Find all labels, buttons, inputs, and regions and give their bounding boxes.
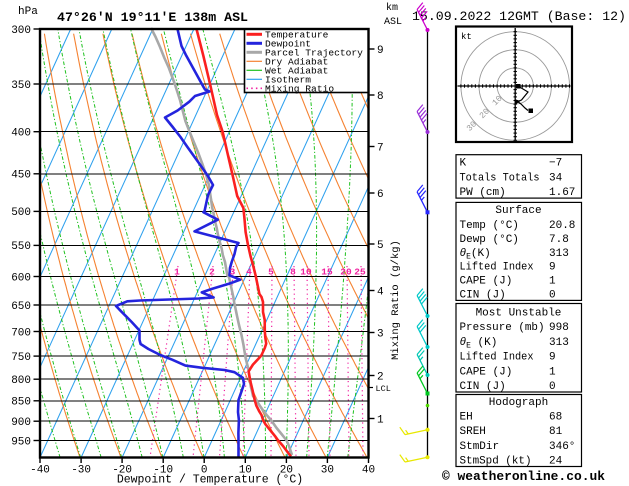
svg-text:350: 350: [11, 80, 31, 92]
svg-text:5: 5: [377, 240, 384, 252]
svg-text:Lifted Index: Lifted Index: [460, 352, 534, 364]
svg-text:8: 8: [290, 267, 296, 278]
svg-text:km: km: [386, 2, 398, 14]
svg-text:CAPE (J): CAPE (J): [460, 276, 513, 288]
svg-text:Most Unstable: Most Unstable: [476, 307, 562, 319]
svg-text:7.8: 7.8: [549, 234, 569, 246]
svg-text:0: 0: [201, 465, 208, 477]
svg-text:700: 700: [11, 327, 31, 339]
svg-text:StmSpd (kt): StmSpd (kt): [460, 456, 532, 468]
svg-text:© weatheronline.co.uk: © weatheronline.co.uk: [442, 469, 605, 484]
svg-text:9: 9: [549, 262, 556, 274]
svg-text:81: 81: [549, 426, 563, 438]
svg-text:Dewpoint: Dewpoint: [265, 39, 311, 50]
svg-text:25: 25: [354, 267, 366, 278]
svg-text:Isotherm: Isotherm: [265, 75, 311, 86]
svg-text:10: 10: [239, 465, 252, 477]
svg-text:900: 900: [11, 417, 31, 429]
svg-text:998: 998: [549, 322, 569, 334]
svg-text:Dewpoint / Temperature (°C): Dewpoint / Temperature (°C): [117, 474, 303, 486]
svg-text:EH: EH: [460, 412, 473, 424]
svg-text:1: 1: [377, 414, 384, 426]
svg-text:Temperature: Temperature: [265, 30, 329, 41]
svg-text:20: 20: [340, 267, 352, 278]
svg-text:10: 10: [300, 267, 312, 278]
svg-text:24: 24: [549, 456, 563, 468]
svg-text:3: 3: [230, 267, 236, 278]
svg-text:2: 2: [209, 267, 215, 278]
svg-text:-10: -10: [153, 465, 173, 477]
svg-text:Parcel Trajectory: Parcel Trajectory: [265, 48, 363, 59]
svg-text:Temp (°C): Temp (°C): [460, 220, 519, 232]
svg-text:68: 68: [549, 412, 562, 424]
svg-text:5: 5: [268, 267, 274, 278]
svg-text:-30: -30: [71, 465, 91, 477]
svg-text:K: K: [460, 158, 467, 170]
svg-text:1: 1: [174, 267, 180, 278]
svg-text:850: 850: [11, 397, 31, 409]
svg-text:450: 450: [11, 170, 31, 182]
svg-text:Pressure (mb): Pressure (mb): [460, 322, 545, 334]
svg-text:Mixing Ratio (g/kg): Mixing Ratio (g/kg): [390, 240, 402, 360]
svg-text:Dry Adiabat: Dry Adiabat: [265, 57, 328, 68]
svg-text:θE (K): θE (K): [460, 337, 498, 351]
svg-text:20.8: 20.8: [549, 220, 575, 232]
svg-text:950: 950: [11, 436, 31, 448]
svg-text:CIN (J): CIN (J): [460, 290, 506, 302]
svg-text:ASL: ASL: [384, 17, 402, 28]
svg-text:1: 1: [549, 366, 556, 378]
svg-text:15: 15: [321, 267, 333, 278]
svg-text:Wet Adiabat: Wet Adiabat: [265, 66, 328, 77]
svg-text:40: 40: [362, 465, 375, 477]
svg-text:7: 7: [377, 142, 384, 154]
svg-text:-40: -40: [30, 465, 50, 477]
svg-text:StmDir: StmDir: [460, 441, 500, 453]
svg-text:15.09.2022 12GMT (Base: 12): 15.09.2022 12GMT (Base: 12): [412, 10, 626, 24]
svg-text:9: 9: [377, 45, 384, 57]
svg-text:600: 600: [11, 272, 31, 284]
svg-text:47°26'N 19°11'E 138m ASL: 47°26'N 19°11'E 138m ASL: [57, 10, 248, 25]
svg-text:650: 650: [11, 301, 31, 313]
svg-text:20: 20: [280, 465, 293, 477]
svg-text:SREH: SREH: [460, 426, 486, 438]
svg-text:kt: kt: [461, 32, 472, 42]
svg-text:−7: −7: [549, 158, 562, 170]
svg-text:0: 0: [549, 290, 556, 302]
svg-text:Totals Totals: Totals Totals: [460, 172, 540, 184]
svg-text:313: 313: [549, 248, 569, 260]
svg-text:1.67: 1.67: [549, 187, 575, 199]
svg-text:LCL: LCL: [376, 384, 391, 394]
svg-text:34: 34: [549, 172, 563, 184]
svg-text:800: 800: [11, 375, 31, 387]
svg-text:Surface: Surface: [495, 205, 541, 217]
svg-text:Dewp (°C): Dewp (°C): [460, 234, 519, 246]
svg-text:3: 3: [377, 328, 384, 340]
svg-text:0: 0: [549, 381, 556, 393]
svg-text:-20: -20: [112, 465, 132, 477]
svg-text:Hodograph: Hodograph: [489, 397, 548, 409]
svg-text:θE(K): θE(K): [460, 248, 491, 261]
svg-text:PW (cm): PW (cm): [460, 187, 506, 199]
svg-text:750: 750: [11, 352, 31, 364]
svg-text:30: 30: [321, 465, 334, 477]
svg-text:hPa: hPa: [18, 6, 38, 18]
svg-text:500: 500: [11, 207, 31, 219]
svg-text:Lifted Index: Lifted Index: [460, 262, 534, 274]
svg-text:400: 400: [11, 128, 31, 140]
svg-text:4: 4: [246, 267, 252, 278]
svg-text:4: 4: [377, 286, 384, 298]
svg-text:CAPE (J): CAPE (J): [460, 366, 513, 378]
svg-text:Mixing Ratio: Mixing Ratio: [265, 84, 334, 95]
svg-text:346°: 346°: [549, 441, 575, 453]
svg-text:CIN (J): CIN (J): [460, 381, 506, 393]
svg-text:6: 6: [377, 189, 384, 201]
svg-text:8: 8: [377, 91, 384, 103]
svg-text:313: 313: [549, 337, 569, 349]
svg-text:1: 1: [549, 276, 556, 288]
svg-text:300: 300: [11, 25, 31, 37]
svg-text:2: 2: [377, 371, 384, 383]
svg-text:550: 550: [11, 241, 31, 253]
svg-text:9: 9: [549, 352, 556, 364]
